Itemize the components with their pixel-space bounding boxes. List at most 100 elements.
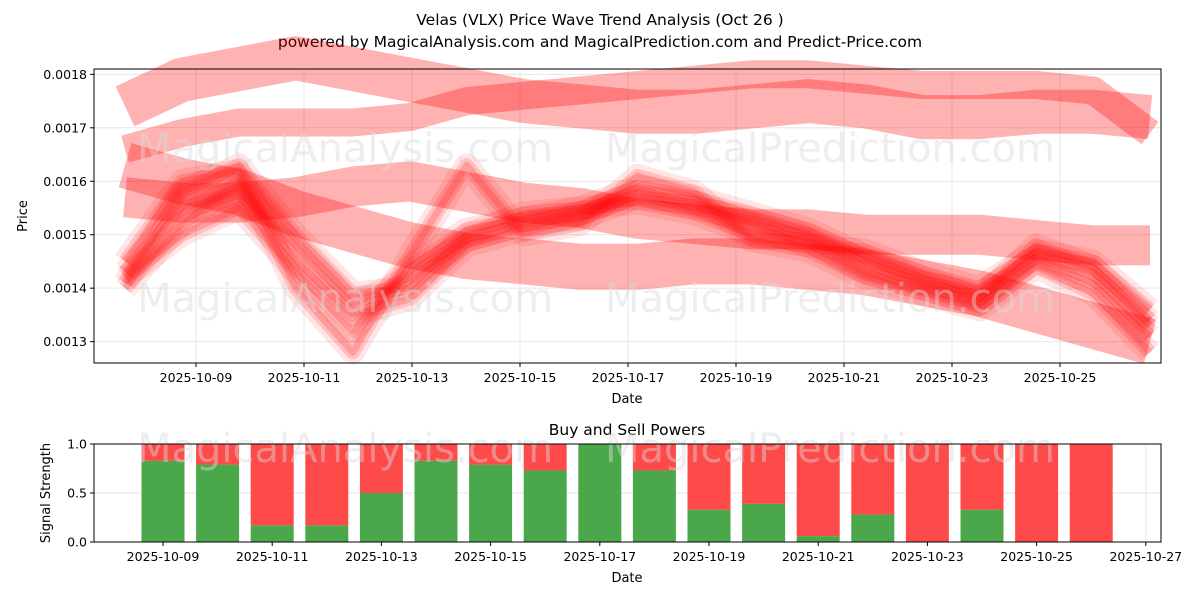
buy-sell-chart: Buy and Sell Powers MagicalAnalysis.com … bbox=[39, 421, 1182, 586]
sell-bar bbox=[196, 444, 240, 465]
signal-x-tick-label: 2025-10-17 bbox=[563, 549, 636, 564]
signal-watermarks: MagicalAnalysis.com MagicalPrediction.co… bbox=[137, 426, 1055, 472]
sell-bar bbox=[905, 444, 949, 542]
buy-bar bbox=[578, 444, 622, 542]
sell-bar bbox=[359, 444, 403, 493]
signal-x-tick-label: 2025-10-15 bbox=[454, 549, 527, 564]
buy-bar bbox=[196, 464, 240, 542]
price-watermarks: MagicalAnalysis.com MagicalPrediction.co… bbox=[137, 126, 1055, 322]
signal-bars bbox=[141, 444, 1113, 542]
price-band-price-wave-4 bbox=[122, 199, 1153, 339]
signal-x-tick-label: 2025-10-23 bbox=[891, 549, 964, 564]
price-x-tick-label: 2025-10-09 bbox=[160, 370, 233, 385]
price-band-price-wave-3 bbox=[116, 169, 1159, 335]
signal-x-tick-label: 2025-10-21 bbox=[782, 549, 855, 564]
price-y-tick-label: 0.0018 bbox=[43, 67, 87, 82]
signal-x-tick-label: 2025-10-25 bbox=[1000, 549, 1073, 564]
price-band-price-wave-1 bbox=[114, 153, 1159, 329]
price-band-rising-trend bbox=[123, 161, 1150, 266]
price-wave-bands bbox=[114, 36, 1159, 365]
price-x-tick-label: 2025-10-11 bbox=[268, 370, 341, 385]
price-x-axis-label: Date bbox=[611, 392, 642, 407]
buy-bar bbox=[742, 503, 786, 542]
price-band-price-wave-2 bbox=[119, 184, 1155, 315]
sell-bar bbox=[632, 444, 676, 471]
sell-bar bbox=[687, 444, 731, 510]
sell-bar bbox=[469, 444, 513, 465]
chart-title: Velas (VLX) Price Wave Trend Analysis (O… bbox=[416, 11, 783, 29]
sell-bar bbox=[851, 444, 895, 515]
price-y-tick-label: 0.0013 bbox=[43, 334, 87, 349]
watermark-prediction-top: MagicalPrediction.com bbox=[605, 126, 1055, 172]
price-x-ticks: 2025-10-09 2025-10-11 2025-10-13 2025-10-15… bbox=[160, 363, 1097, 385]
price-band-price-wave-4 bbox=[117, 190, 1159, 346]
price-y-ticks: 0.0013 0.0014 0.0015 0.0016 0.0017 0.0018 bbox=[43, 67, 94, 349]
buy-bar bbox=[960, 509, 1004, 542]
watermark-analysis-bottom: MagicalAnalysis.com bbox=[137, 426, 553, 472]
buy-bar bbox=[523, 470, 567, 542]
sell-bar bbox=[523, 444, 567, 471]
sell-bar bbox=[305, 444, 349, 526]
price-y-axis-label: Price bbox=[16, 200, 31, 232]
signal-x-tick-label: 2025-10-09 bbox=[127, 549, 200, 564]
price-chart: MagicalAnalysis.com MagicalPrediction.co… bbox=[16, 36, 1162, 407]
price-y-tick-label: 0.0016 bbox=[43, 174, 87, 189]
price-band-price-wave-1 bbox=[122, 161, 1153, 323]
sell-bar bbox=[742, 444, 786, 504]
signal-x-ticks: 2025-10-09 2025-10-11 2025-10-13 2025-10-15… bbox=[127, 542, 1182, 564]
signal-x-axis-label: Date bbox=[611, 571, 642, 586]
price-band-price-wave-5 bbox=[122, 161, 1153, 356]
price-band-upper-trend bbox=[121, 60, 1159, 163]
price-band-upper-channel bbox=[115, 36, 1153, 140]
price-y-tick-label: 0.0017 bbox=[43, 120, 87, 135]
signal-x-tick-label: 2025-10-19 bbox=[673, 549, 746, 564]
buy-bar bbox=[632, 470, 676, 542]
signal-x-tick-label: 2025-10-13 bbox=[345, 549, 418, 564]
watermark-prediction-bottom: MagicalPrediction.com bbox=[605, 426, 1055, 472]
price-x-tick-label: 2025-10-17 bbox=[592, 370, 665, 385]
price-y-tick-label: 0.0014 bbox=[43, 281, 87, 296]
price-x-tick-label: 2025-10-19 bbox=[700, 370, 773, 385]
price-x-tick-label: 2025-10-13 bbox=[376, 370, 449, 385]
buy-bar bbox=[250, 525, 294, 542]
sell-bar bbox=[250, 444, 294, 526]
signal-y-ticks: 0.0 0.5 1.0 bbox=[67, 437, 94, 550]
price-band-price-wave-2 bbox=[122, 188, 1153, 313]
price-band-falling-trend bbox=[118, 143, 1157, 364]
sell-bar bbox=[796, 444, 840, 537]
price-x-tick-label: 2025-10-25 bbox=[1024, 370, 1097, 385]
price-x-tick-label: 2025-10-23 bbox=[916, 370, 989, 385]
sell-bar bbox=[141, 444, 185, 461]
signal-y-tick-label: 1.0 bbox=[67, 437, 87, 452]
buy-bar bbox=[141, 460, 185, 542]
chart-subtitle: powered by MagicalAnalysis.com and Magic… bbox=[278, 33, 922, 51]
buy-bar bbox=[796, 536, 840, 542]
watermark-prediction-mid: MagicalPrediction.com bbox=[605, 276, 1055, 322]
buy-bar bbox=[469, 464, 513, 542]
buy-bar bbox=[851, 514, 895, 542]
signal-y-tick-label: 0.0 bbox=[67, 535, 87, 550]
buy-sell-title: Buy and Sell Powers bbox=[549, 421, 706, 439]
signal-x-tick-label: 2025-10-27 bbox=[1109, 549, 1182, 564]
signal-y-tick-label: 0.5 bbox=[67, 486, 87, 501]
price-band-price-wave-3 bbox=[122, 177, 1153, 329]
sell-bar bbox=[414, 444, 458, 461]
price-band-price-wave-4 bbox=[120, 195, 1155, 342]
watermark-analysis-top: MagicalAnalysis.com bbox=[137, 126, 553, 172]
buy-bar bbox=[687, 509, 731, 542]
buy-bar bbox=[305, 525, 349, 542]
price-band-price-wave-2 bbox=[116, 179, 1158, 319]
price-band-price-wave-1 bbox=[119, 158, 1155, 326]
buy-bar bbox=[414, 460, 458, 542]
price-band-price-wave-3 bbox=[119, 174, 1155, 331]
price-x-tick-label: 2025-10-15 bbox=[484, 370, 557, 385]
signal-y-axis-label: Signal Strength bbox=[39, 443, 54, 543]
price-x-tick-label: 2025-10-21 bbox=[808, 370, 881, 385]
price-y-tick-label: 0.0015 bbox=[43, 227, 87, 242]
watermark-analysis-mid: MagicalAnalysis.com bbox=[137, 276, 553, 322]
sell-bar bbox=[960, 444, 1004, 510]
buy-bar bbox=[359, 493, 403, 542]
signal-x-tick-label: 2025-10-11 bbox=[236, 549, 309, 564]
price-band-price-wave-5 bbox=[115, 153, 1159, 365]
